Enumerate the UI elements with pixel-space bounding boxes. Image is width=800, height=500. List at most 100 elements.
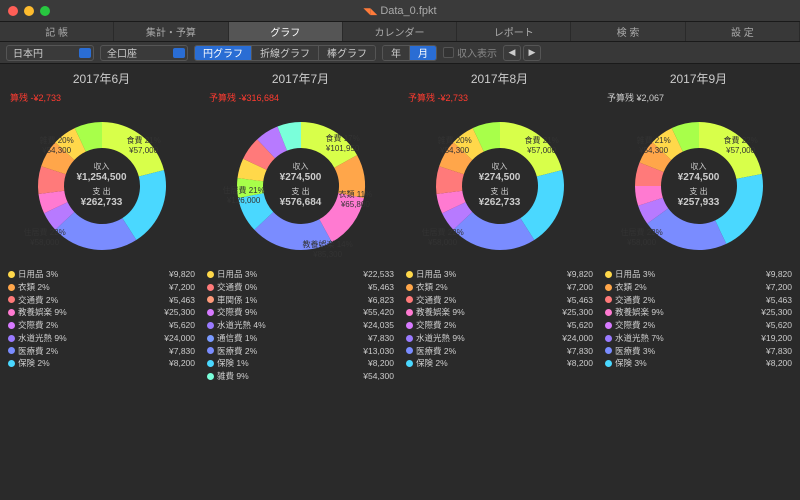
legend-dot-icon	[406, 360, 413, 367]
budget-text: 予算残 ¥2,067	[607, 91, 664, 104]
tab-2[interactable]: グラフ	[229, 22, 343, 41]
legend-amount: ¥24,000	[164, 332, 195, 345]
legend-dot-icon	[8, 309, 15, 316]
legend-dot-icon	[8, 271, 15, 278]
legend-label: 車関係 1%	[217, 294, 257, 307]
chart-type-segment: 円グラフ折線グラフ棒グラフ	[194, 45, 376, 61]
panel-title: 2017年7月	[272, 70, 329, 87]
legend-dot-icon	[8, 322, 15, 329]
legend-label: 交通費 2%	[615, 294, 655, 307]
tab-0[interactable]: 記 帳	[0, 22, 114, 41]
legend-amount: ¥25,300	[562, 306, 593, 319]
show-income-checkbox[interactable]: 収入表示	[443, 45, 497, 60]
legend-amount: ¥5,620	[169, 319, 195, 332]
panel-title: 2017年9月	[670, 70, 727, 87]
legend-amount: ¥7,200	[169, 281, 195, 294]
donut-chart: 収入¥274,500支 出¥576,684食費 17%¥101,950衣類 11…	[221, 106, 381, 266]
legend-row: 水道光熱 7%¥19,200	[605, 332, 792, 345]
chart-type-2[interactable]: 棒グラフ	[319, 46, 375, 60]
center-text: 収入¥274,500支 出¥262,733	[479, 161, 521, 211]
tab-6[interactable]: 設 定	[686, 22, 800, 41]
legend-amount: ¥55,420	[363, 306, 394, 319]
checkbox-icon	[443, 47, 454, 58]
tab-3[interactable]: カレンダー	[343, 22, 457, 41]
legend-label: 衣類 2%	[18, 281, 50, 294]
charts-container: 2017年6月算残 -¥2,733 収入¥1,254,500支 出¥262,733…	[0, 64, 800, 389]
legend-row: 交通費 2% ¥5,463	[605, 294, 792, 307]
legend-row: 交通費 2%¥5,463	[8, 294, 195, 307]
slice-雑費[interactable]	[715, 174, 763, 244]
legend-amount: ¥7,200	[766, 281, 792, 294]
tab-4[interactable]: レポート	[457, 22, 571, 41]
tab-5[interactable]: 検 索	[571, 22, 685, 41]
legend-dot-icon	[8, 296, 15, 303]
panel-title: 2017年6月	[73, 70, 130, 87]
legend-label: 医療費 2%	[416, 345, 456, 358]
donut-chart: 収入¥274,500支 出¥257,933食費 22%¥57,000雑費 21%…	[619, 106, 779, 266]
legend-amount: ¥5,463	[169, 294, 195, 307]
legend-dot-icon	[207, 309, 214, 316]
center-text: 収入¥1,254,500支 出¥262,733	[76, 161, 126, 211]
legend-row: 衣類 2%¥7,200	[605, 281, 792, 294]
zoom-icon[interactable]	[40, 6, 50, 16]
tab-1[interactable]: 集計・予算	[114, 22, 228, 41]
legend-label: 雑費 9%	[217, 370, 249, 383]
legend-amount: ¥19,200	[761, 332, 792, 345]
legend-amount: ¥8,200	[169, 357, 195, 370]
legend-amount: ¥8,200	[766, 357, 792, 370]
period-segment: 年月	[382, 45, 437, 61]
period-0[interactable]: 年	[383, 46, 410, 60]
chart-type-0[interactable]: 円グラフ	[195, 46, 252, 60]
legend-row: 医療費 2%¥13,030	[207, 345, 394, 358]
legend-label: 保険 3%	[615, 357, 647, 370]
legend-amount: ¥7,830	[766, 345, 792, 358]
period-1[interactable]: 月	[410, 46, 436, 60]
legend-label: 交通費 2%	[416, 294, 456, 307]
currency-select[interactable]: 日本円	[6, 45, 94, 61]
legend-amount: ¥6,823	[368, 294, 394, 307]
legend-row: 医療費 3%¥7,830	[605, 345, 792, 358]
legend-label: 交際費 2%	[615, 319, 655, 332]
legend-amount: ¥24,000	[562, 332, 593, 345]
window-title: ◥◣ Data_0.fpkt	[50, 5, 750, 17]
legend-row: 交際費 2%¥5,620	[406, 319, 593, 332]
legend-dot-icon	[605, 284, 612, 291]
account-select[interactable]: 全口座	[100, 45, 188, 61]
budget-text: 算残 -¥2,733	[10, 91, 61, 104]
legend-label: 通信費 1%	[217, 332, 257, 345]
legend-amount: ¥54,300	[363, 370, 394, 383]
legend-row: 医療費 2%¥7,830	[8, 345, 195, 358]
legend-dot-icon	[605, 360, 612, 367]
legend-dot-icon	[605, 296, 612, 303]
legend-amount: ¥5,463	[567, 294, 593, 307]
traffic-lights	[8, 6, 50, 16]
legend-row: 交際費 2% ¥5,620	[605, 319, 792, 332]
legend-label: 教養娯楽 9%	[416, 306, 465, 319]
minimize-icon[interactable]	[24, 6, 34, 16]
app-icon: ◥◣	[363, 6, 377, 16]
titlebar: ◥◣ Data_0.fpkt	[0, 0, 800, 22]
legend-label: 教養娯楽 9%	[18, 306, 67, 319]
legend-amount: ¥5,463	[766, 294, 792, 307]
legend-label: 水道光熱 4%	[217, 319, 266, 332]
panel-title: 2017年8月	[471, 70, 528, 87]
close-icon[interactable]	[8, 6, 18, 16]
legend-row: 医療費 2%¥7,830	[406, 345, 593, 358]
legend-dot-icon	[207, 322, 214, 329]
legend-label: 衣類 2%	[416, 281, 448, 294]
prev-button[interactable]: ◀	[503, 45, 521, 61]
legend-row: 交際費 2%¥5,620	[8, 319, 195, 332]
legend-dot-icon	[207, 347, 214, 354]
legend-dot-icon	[8, 360, 15, 367]
next-button[interactable]: ▶	[523, 45, 541, 61]
legend-dot-icon	[8, 284, 15, 291]
legend-dot-icon	[605, 309, 612, 316]
toolbar: 日本円 全口座 円グラフ折線グラフ棒グラフ 年月 収入表示 ◀ ▶	[0, 42, 800, 64]
legend-label: 保険 1%	[217, 357, 249, 370]
legend-row: 交通費 0%¥5,463	[207, 281, 394, 294]
legend-amount: ¥5,620	[766, 319, 792, 332]
legend-label: 日用品 3%	[615, 268, 655, 281]
legend-amount: ¥9,820	[567, 268, 593, 281]
legend: 日用品 3%¥9,820衣類 2%¥7,200交通費 2%¥5,463教養娯楽 …	[4, 266, 199, 372]
chart-type-1[interactable]: 折線グラフ	[252, 46, 319, 60]
